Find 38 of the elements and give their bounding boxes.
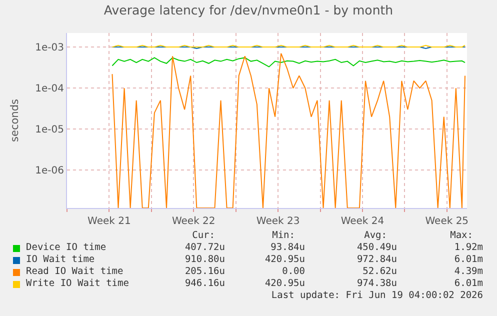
text: 6.01m [454, 254, 483, 266]
line-series [112, 57, 466, 68]
legend-label: Read IO Wait time [26, 266, 124, 278]
x-tick-label: Week 21 [88, 216, 131, 227]
legend-label: Write IO Wait time [26, 278, 129, 290]
text: 974.38u [356, 278, 397, 290]
text: 946.16u [184, 278, 225, 290]
text: 420.95u [264, 254, 305, 266]
y-tick-label: 1e-05 [35, 124, 64, 136]
text: 205.16u [184, 266, 225, 278]
text: 450.49u [356, 242, 397, 254]
text: 420.95u [264, 278, 305, 290]
y-tick-label: 1e-04 [35, 84, 64, 95]
legend-label: Device IO time [26, 242, 106, 254]
x-tick-label: Week 24 [340, 216, 384, 227]
chart-title: Average latency for /dev/nvme0n1 - by month [104, 2, 394, 18]
y-tick-label: 1e-06 [35, 166, 64, 177]
text: Last update: Fri Jun 19 04:00:02 2026 [271, 290, 483, 302]
text: 1.92m [454, 242, 483, 254]
line-series [112, 52, 466, 208]
text: 52.62u [362, 266, 397, 278]
text: 972.84u [356, 254, 397, 266]
text: Max: [450, 230, 473, 242]
y-tick-label: 1e-03 [35, 42, 64, 54]
x-tick-label: Week 23 [256, 216, 300, 227]
text: 0.00 [282, 266, 305, 278]
y-axis-title: seconds [8, 99, 21, 142]
text: 910.80u [184, 254, 225, 266]
x-tick-label: Week 22 [172, 216, 216, 227]
text: 407.72u [184, 242, 225, 254]
text: Avg: [364, 230, 387, 242]
text: 93.84u [270, 242, 305, 254]
text: Cur: [192, 230, 215, 242]
x-tick-label: Week 25 [425, 216, 469, 227]
legend-label: IO Wait time [26, 254, 95, 266]
text: 6.01m [454, 278, 483, 290]
text: Min: [272, 230, 295, 242]
text: 4.39m [454, 266, 483, 278]
